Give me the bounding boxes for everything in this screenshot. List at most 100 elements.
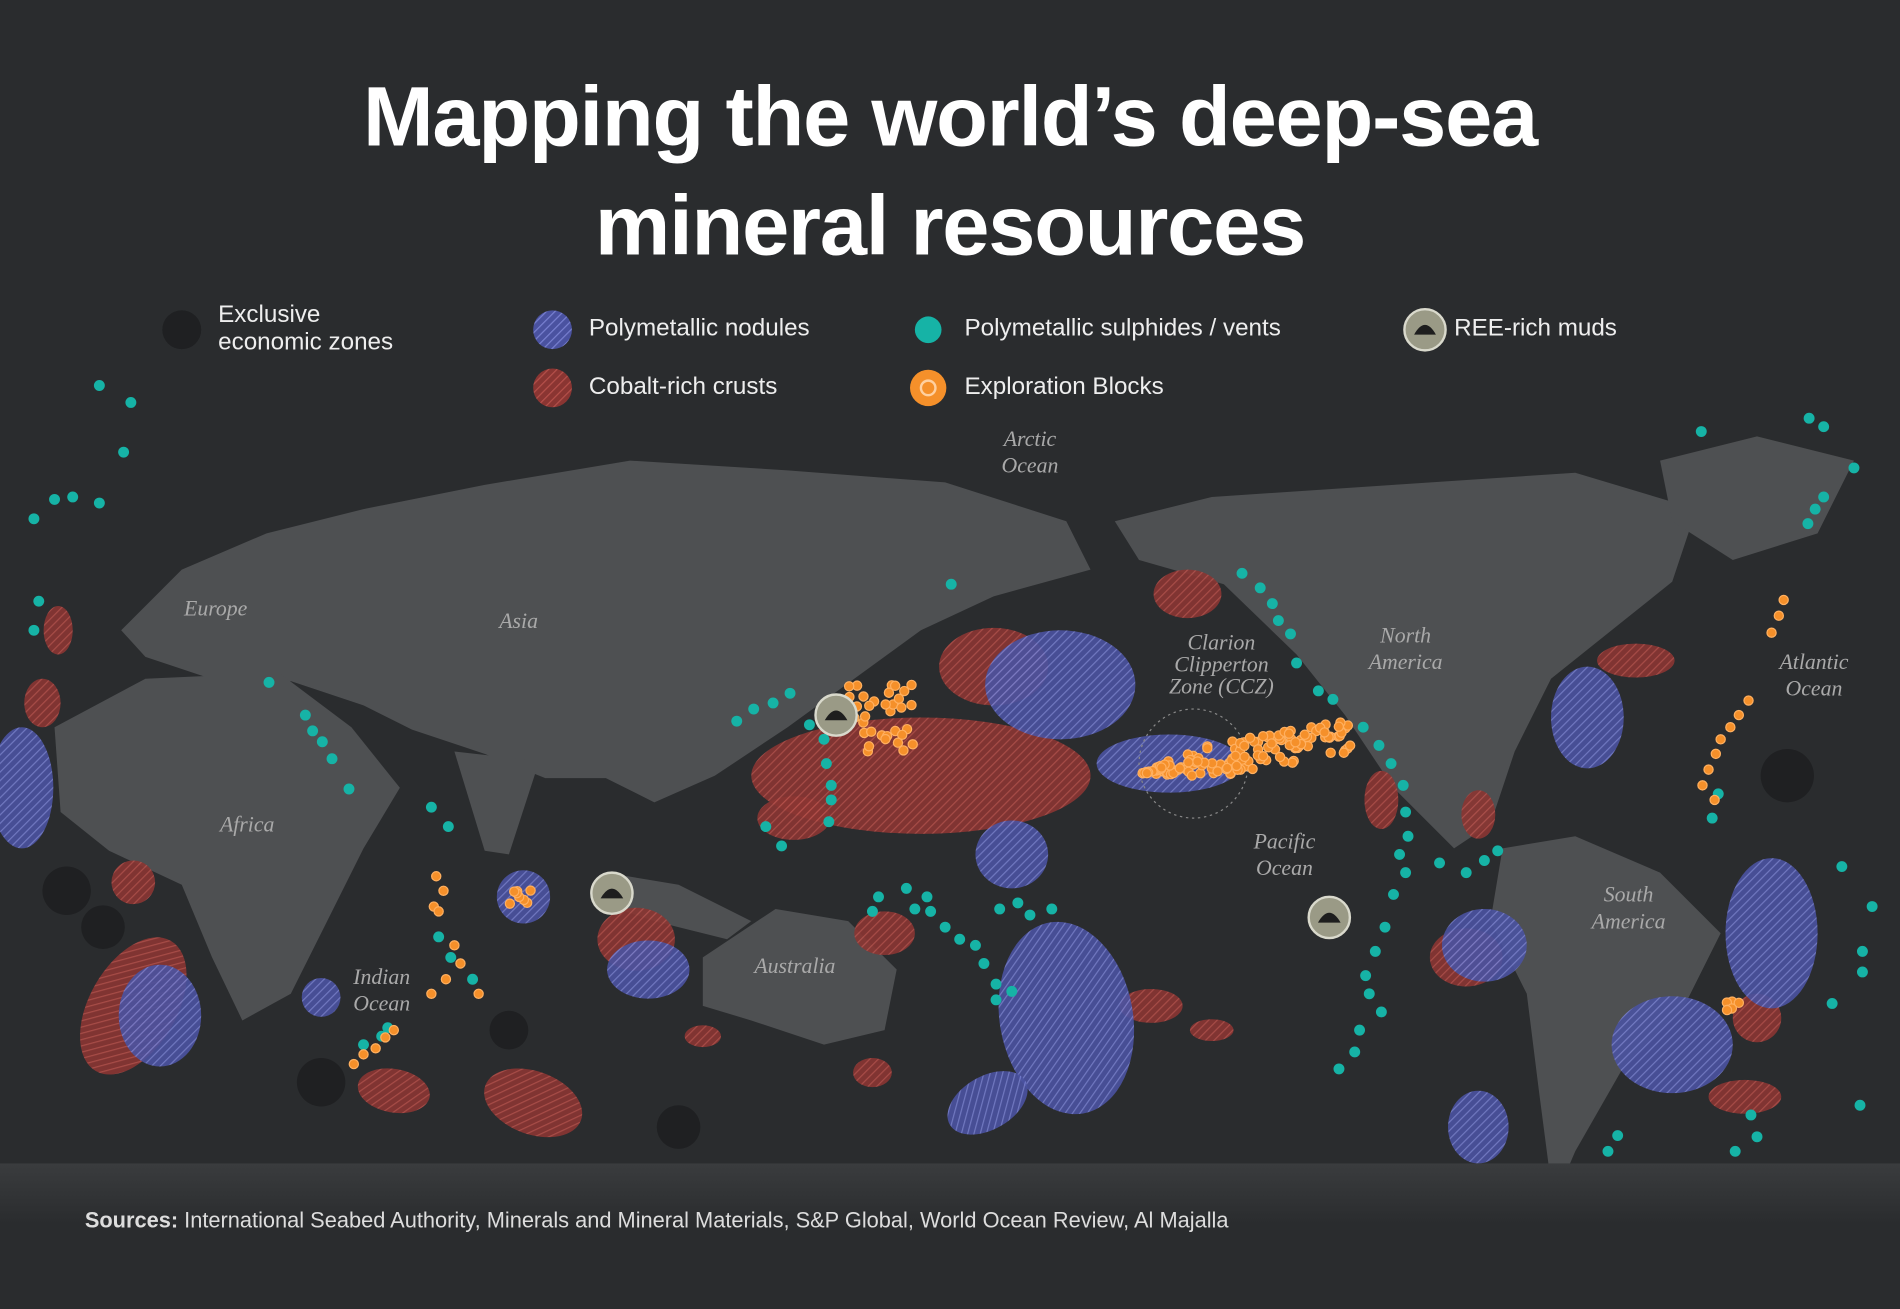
polymetallic-nodule	[607, 940, 690, 999]
exploration-block	[1192, 756, 1203, 767]
ree-icon	[1317, 912, 1341, 923]
cobalt-crust	[484, 1068, 583, 1138]
map-label-line: Australia	[752, 954, 835, 978]
vent	[118, 446, 130, 458]
vent	[921, 891, 933, 903]
exploration-block	[1725, 721, 1736, 733]
exploration-block	[863, 741, 875, 752]
map-label-line: Ocean	[1786, 677, 1843, 701]
vent	[1285, 628, 1296, 640]
exploration-block	[1231, 760, 1242, 772]
vent	[823, 816, 835, 828]
exploration-block	[880, 733, 891, 745]
exploration-block	[348, 1058, 360, 1070]
vent	[1266, 598, 1278, 610]
polymetallic-nodule	[975, 820, 1049, 889]
exploration-block	[1325, 747, 1336, 758]
exploration-block	[358, 1049, 369, 1060]
vent	[1729, 1145, 1741, 1157]
exploration-block	[1290, 737, 1301, 748]
vent	[343, 783, 355, 795]
vent	[1363, 988, 1375, 1000]
exploration-block	[1283, 728, 1295, 739]
cobalt-crust	[1119, 988, 1183, 1023]
vent	[1836, 861, 1848, 873]
cobalt-crust	[853, 1058, 892, 1088]
cobalt-crust	[854, 911, 915, 956]
polymetallic-nodule	[985, 630, 1136, 740]
map-label: Clarion Clipperton Zone (CCZ)	[1169, 631, 1274, 699]
legend-line: Polymetallic sulphides / vents	[965, 315, 1281, 342]
exploration-block	[906, 679, 917, 691]
exploration-block	[1299, 729, 1310, 740]
vent	[125, 397, 137, 408]
deposits	[0, 310, 1818, 1164]
legend-line: Exploration Blocks	[965, 373, 1164, 400]
india	[454, 751, 540, 855]
vent	[767, 697, 779, 709]
cobalt-crust	[751, 717, 1091, 834]
vent	[299, 709, 311, 721]
vent	[1333, 1063, 1345, 1075]
vent	[945, 578, 957, 590]
polymetallic-nodule	[1441, 908, 1527, 982]
vent	[818, 733, 830, 745]
cobalt-crust	[1189, 1019, 1234, 1042]
polymetallic-nodule	[1725, 858, 1818, 1009]
exploration-block	[1778, 594, 1789, 606]
indonesia	[599, 872, 752, 940]
ree-icon	[824, 710, 848, 721]
map-label-line: Clarion	[1188, 631, 1256, 655]
vent	[93, 380, 105, 391]
cobalt-crust	[684, 1025, 721, 1048]
vent	[1492, 845, 1504, 857]
vent	[803, 719, 815, 731]
vent	[1373, 739, 1385, 751]
vent	[445, 951, 457, 963]
vent	[358, 1039, 369, 1051]
legend-label: Exploration Blocks	[965, 373, 1164, 400]
north-america	[1114, 472, 1697, 849]
map-label-line: Pacific	[1253, 829, 1316, 853]
legend-swatch	[919, 379, 937, 397]
eez	[42, 866, 91, 916]
vent	[1385, 758, 1397, 770]
vent	[990, 978, 1002, 990]
vent	[425, 801, 437, 813]
map-label-line: Ocean	[1002, 454, 1059, 478]
vent	[316, 736, 328, 748]
vent	[1809, 503, 1821, 515]
eurasia	[121, 460, 1091, 803]
vent	[776, 840, 788, 852]
polymetallic-nodule	[998, 921, 1135, 1115]
map-label: Asia	[497, 609, 538, 633]
vent	[1291, 657, 1303, 669]
exploration-block	[1174, 763, 1186, 774]
title: mineral resources	[595, 178, 1305, 273]
exploration-block	[893, 693, 905, 704]
ree-icon	[600, 888, 624, 899]
vent	[1354, 1024, 1366, 1036]
vent	[1349, 1046, 1361, 1058]
exploration-block	[388, 1024, 400, 1036]
legend-label: Polymetallic sulphides / vents	[965, 315, 1281, 342]
exploration-block	[1247, 763, 1258, 775]
exploration-block	[880, 699, 891, 710]
map-label-line: Zone (CCZ)	[1169, 674, 1274, 698]
exploration-block	[1230, 750, 1241, 762]
vent	[873, 891, 884, 903]
vent	[1478, 855, 1490, 866]
australia	[702, 908, 897, 1045]
exploration-block	[896, 702, 907, 713]
vent	[93, 497, 105, 509]
map-label-line: Europe	[183, 597, 248, 621]
vent	[1826, 998, 1838, 1009]
exploration-block	[1710, 748, 1722, 760]
cobalt-crust	[111, 860, 156, 905]
vent	[866, 905, 878, 917]
exploration-block	[864, 700, 875, 711]
exploration-block	[455, 958, 466, 969]
map-label-line: America	[1590, 909, 1666, 933]
title: Mapping the world’s deep-sea	[363, 69, 1539, 164]
